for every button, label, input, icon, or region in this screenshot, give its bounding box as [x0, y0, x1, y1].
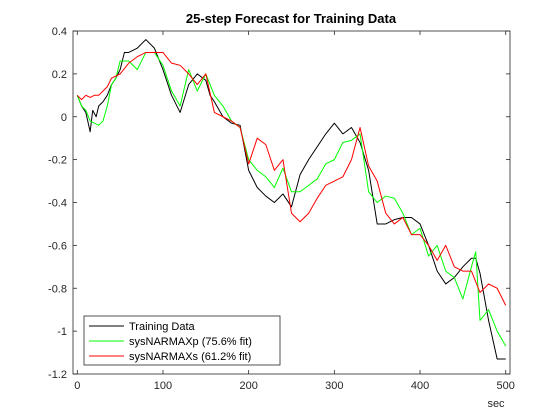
- legend-label-3: sysNARMAXs (61.2% fit): [129, 351, 251, 363]
- x-axis-label: sec: [487, 398, 505, 410]
- y-tick-label: 0: [61, 112, 67, 124]
- legend-label-2: sysNARMAXp (75.6% fit): [129, 336, 252, 348]
- legend-label-1: Training Data: [129, 321, 196, 333]
- series-layer: [76, 39, 507, 360]
- x-tick-label: 0: [74, 380, 80, 392]
- y-tick-label: 0.4: [52, 26, 67, 38]
- y-tick-label: -1: [57, 326, 67, 338]
- x-tick-label: 500: [497, 380, 515, 392]
- axes-layer: 0 100 200 300 400 500 -1.2 -1 -0.8 -0.6 -0.4 -0.2 0 0…: [48, 26, 515, 392]
- x-tick-label: 300: [325, 380, 343, 392]
- y-tick-label: -1.2: [48, 369, 67, 381]
- x-tick-label: 200: [239, 380, 257, 392]
- y-tick-label: -0.6: [48, 240, 67, 252]
- series-line-3: [76, 51, 507, 306]
- y-tick-label: -0.2: [48, 155, 67, 167]
- x-tick-label: 100: [154, 380, 172, 392]
- x-tick-label: 400: [411, 380, 429, 392]
- y-tick-label: 0.2: [52, 69, 67, 81]
- y-tick-label: -0.8: [48, 283, 67, 295]
- chart-title: 25-step Forecast for Training Data: [186, 11, 397, 26]
- legend: Training Data sysNARMAXp (75.6% fit) sysNA…: [83, 315, 281, 366]
- series-line-2: [76, 51, 507, 347]
- y-tick-label: -0.4: [48, 198, 67, 210]
